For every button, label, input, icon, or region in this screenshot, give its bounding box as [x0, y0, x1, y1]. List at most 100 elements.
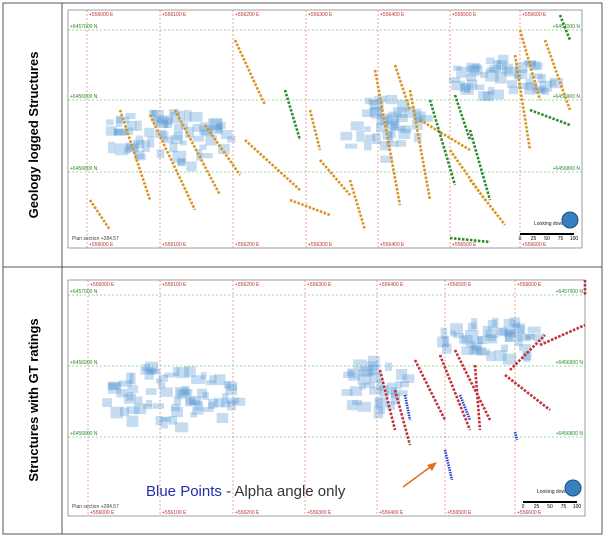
ore-block — [135, 120, 142, 131]
drill-trace — [509, 334, 546, 371]
ore-block — [465, 340, 476, 348]
ore-block — [532, 87, 545, 93]
ore-block — [173, 396, 181, 406]
ore-block — [461, 346, 474, 356]
ore-block — [364, 126, 371, 132]
ore-block — [129, 372, 136, 385]
easting-label: +556600 E — [522, 12, 547, 18]
drill-trace — [244, 139, 301, 191]
ore-block — [173, 123, 183, 134]
ore-block — [499, 328, 513, 337]
ore-block — [143, 404, 153, 410]
ore-block — [369, 386, 382, 395]
ore-block — [522, 351, 532, 361]
easting-label: +556200 E — [235, 12, 260, 18]
northing-label: +6456900 N — [70, 360, 98, 366]
ore-block — [159, 387, 173, 397]
ore-block — [451, 80, 466, 91]
ore-block — [145, 388, 157, 395]
ore-block — [507, 80, 517, 88]
ore-block — [501, 63, 513, 75]
ore-block — [480, 72, 488, 79]
scale-label: 75 — [561, 504, 567, 510]
drill-trace — [543, 39, 572, 111]
ore-block — [388, 128, 396, 138]
drill-trace — [449, 236, 491, 244]
ore-block — [465, 329, 479, 342]
scale-label: 0 — [522, 504, 525, 510]
drill-trace — [393, 389, 412, 446]
ore-block — [497, 54, 509, 65]
ore-block — [162, 136, 174, 144]
ore-block — [482, 325, 492, 337]
ore-block — [184, 366, 196, 377]
northing-label: +6457000 N — [553, 24, 581, 30]
map-panel: +556000 E +556000 E +556100 E +556100 E +556… — [67, 279, 587, 517]
ore-block — [477, 336, 488, 345]
ore-block — [412, 108, 422, 119]
ore-block — [493, 59, 502, 69]
ore-block — [509, 317, 521, 327]
ore-block — [532, 61, 541, 71]
ore-block — [105, 126, 118, 136]
easting-label: +556500 E — [447, 510, 472, 516]
ore-block — [419, 115, 433, 122]
ore-block — [376, 379, 384, 391]
ore-block — [164, 117, 173, 129]
ore-block — [225, 397, 240, 405]
ore-block — [467, 322, 477, 331]
easting-label: +556100 E — [162, 510, 187, 516]
drill-trace — [173, 109, 222, 196]
ore-block — [358, 369, 372, 376]
ore-block — [363, 140, 372, 151]
drill-trace — [203, 124, 242, 176]
drill-trace — [88, 199, 112, 231]
ore-block — [177, 157, 185, 167]
scale-label: 0 — [519, 236, 522, 242]
ore-block — [382, 131, 393, 141]
ore-block — [135, 135, 144, 145]
ore-block — [126, 392, 134, 401]
scale-label: 100 — [573, 504, 582, 510]
easting-label: +556000 E — [89, 12, 114, 18]
ore-block — [388, 111, 402, 117]
ore-block — [366, 361, 378, 372]
ore-block — [536, 85, 547, 94]
ore-block — [220, 401, 231, 408]
ore-block — [232, 397, 246, 406]
ore-block — [469, 345, 482, 355]
ore-block — [226, 381, 237, 391]
ore-block — [386, 401, 395, 410]
ore-block — [185, 399, 196, 405]
ore-block — [169, 142, 178, 153]
easting-label: +556600 E — [517, 282, 542, 288]
ore-block — [150, 367, 157, 375]
ore-block — [160, 131, 169, 141]
ore-block — [340, 131, 353, 141]
ore-block — [199, 152, 213, 159]
ore-block — [205, 135, 217, 146]
ore-block — [537, 74, 546, 84]
scale-label: 75 — [558, 236, 564, 242]
ore-block — [344, 143, 358, 149]
ore-block — [487, 86, 495, 95]
ore-block — [396, 126, 406, 132]
ore-block — [396, 140, 406, 147]
ore-block — [458, 335, 466, 344]
ore-block — [343, 371, 356, 379]
ore-block — [368, 364, 380, 376]
ore-block — [173, 367, 180, 376]
northing-label: +6456800 N — [70, 431, 98, 437]
row-label: Geology logged Structures — [26, 52, 41, 219]
ore-block — [208, 401, 215, 409]
section-label: Plan section +284.57 — [72, 236, 119, 242]
ore-block — [149, 109, 156, 116]
ore-block — [191, 375, 206, 384]
ore-block — [192, 406, 204, 415]
ore-block — [460, 83, 471, 93]
ore-block — [441, 343, 452, 354]
ore-block — [214, 397, 225, 408]
easting-label: +556300 E — [307, 282, 332, 288]
ore-block — [184, 110, 192, 122]
